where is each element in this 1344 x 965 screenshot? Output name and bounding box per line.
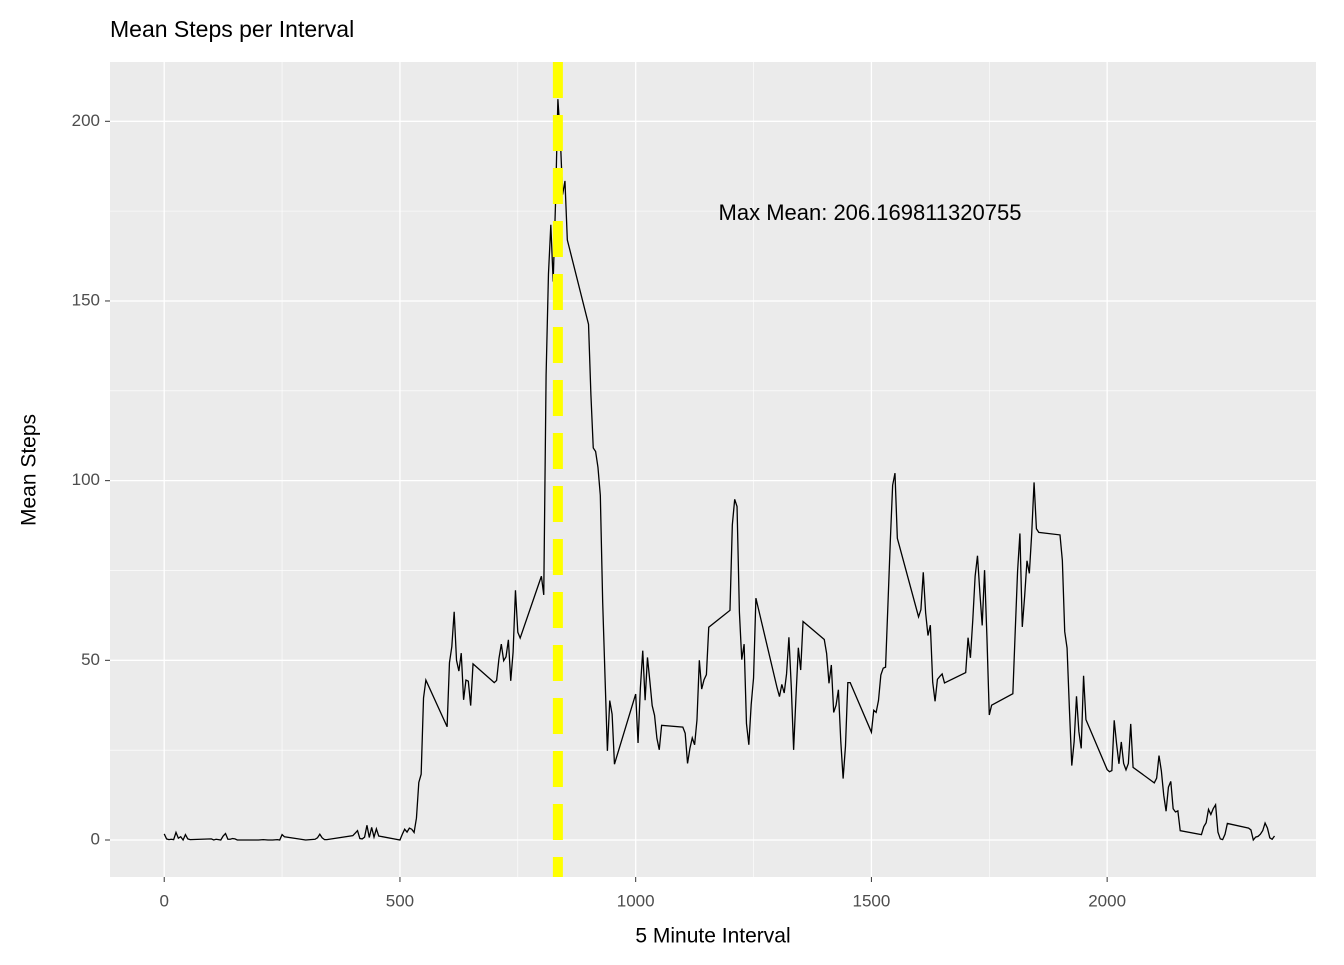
x-tick-label: 500 xyxy=(386,891,414,910)
x-axis-title: 5 Minute Interval xyxy=(635,925,790,948)
y-tick-label: 0 xyxy=(91,829,100,848)
panel xyxy=(110,62,1316,877)
line-series xyxy=(163,99,1276,842)
x-tick-label: 2000 xyxy=(1088,891,1126,910)
x-tick-label: 0 xyxy=(159,891,168,910)
grid xyxy=(110,62,1316,877)
y-tick-label: 200 xyxy=(72,111,100,130)
y-axis-title: Mean Steps xyxy=(18,414,41,526)
y-tick-label: 150 xyxy=(72,290,100,309)
x-tick-label: 1500 xyxy=(852,891,890,910)
chart-title: Mean Steps per Interval xyxy=(110,16,354,42)
x-tick-label: 1000 xyxy=(617,891,655,910)
marks xyxy=(163,62,1276,877)
y-tick-label: 50 xyxy=(81,650,100,669)
y-tick-label: 100 xyxy=(72,470,100,489)
annotation: Max Mean: 206.169811320755 xyxy=(719,200,1022,225)
